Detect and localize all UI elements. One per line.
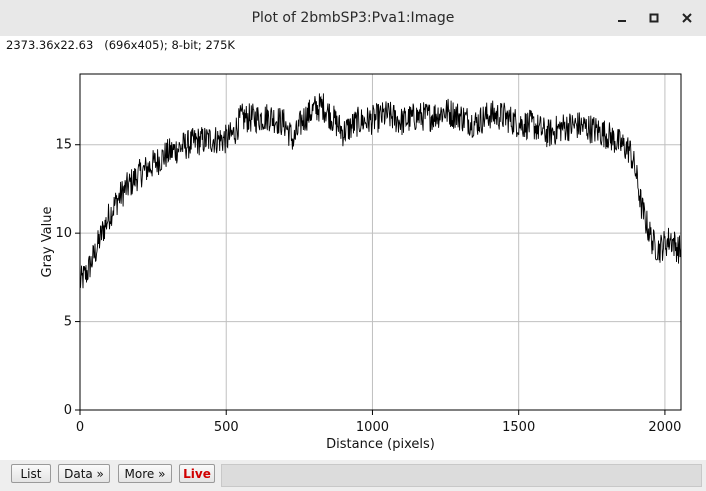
x-tick-label: 0 — [76, 420, 84, 435]
y-tick-label: 15 — [55, 138, 72, 153]
window-title: Plot of 2bmbSP3:Pva1:Image — [251, 10, 455, 26]
plot-area: 0 500 1000 1500 2000 0 5 10 15 Distance (pixels) G… — [0, 54, 706, 460]
maximize-icon[interactable] — [644, 8, 664, 28]
x-tick-label: 1000 — [356, 420, 389, 435]
close-icon[interactable] — [677, 8, 697, 28]
minimize-icon[interactable] — [612, 8, 632, 28]
data-button[interactable]: Data » — [58, 464, 110, 483]
y-tick-label: 10 — [55, 226, 72, 241]
title-bar[interactable]: Plot of 2bmbSP3:Pva1:Image — [0, 0, 706, 37]
x-tick-label: 1500 — [502, 420, 535, 435]
status-field — [221, 464, 702, 487]
x-axis-label: Distance (pixels) — [326, 437, 435, 452]
y-axis-label: Gray Value — [40, 207, 55, 278]
list-button[interactable]: List — [11, 464, 51, 483]
profile-plot: 0 500 1000 1500 2000 0 5 10 15 Distance (pixels) G… — [40, 73, 682, 452]
image-info: 2373.36x22.63 (696x405); 8-bit; 275K — [0, 36, 706, 54]
x-tick-label: 2000 — [648, 420, 681, 435]
y-tick-label: 0 — [64, 403, 72, 418]
profile-series-line — [79, 93, 682, 289]
plot-frame — [79, 73, 682, 411]
live-button[interactable]: Live — [179, 464, 215, 483]
x-tick-label: 500 — [214, 420, 239, 435]
y-tick-label: 5 — [64, 315, 72, 330]
more-button[interactable]: More » — [118, 464, 172, 483]
bottom-toolbar: List Data » More » Live — [0, 460, 706, 491]
